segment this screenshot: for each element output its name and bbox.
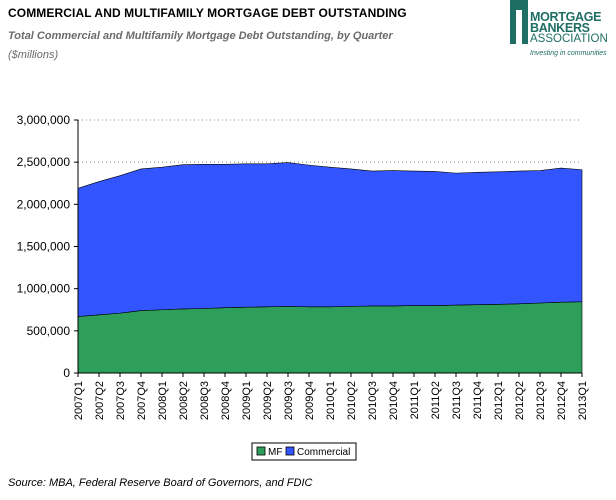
- x-tick-label: 2012Q3: [535, 381, 547, 420]
- x-tick-label: 2011Q2: [430, 381, 442, 419]
- x-tick-label: 2012Q1: [493, 381, 505, 420]
- x-tick-label: 2011Q1: [409, 381, 421, 419]
- y-tick-label: 0: [63, 366, 70, 380]
- y-tick-label: 2,000,000: [17, 197, 71, 211]
- legend-label-commercial: Commercial: [297, 447, 350, 458]
- x-tick-label: 2011Q4: [472, 381, 484, 419]
- units-label: ($millions): [8, 49, 59, 61]
- x-tick-label: 2008Q1: [157, 381, 169, 420]
- x-tick-label: 2010Q1: [325, 381, 337, 420]
- series-area-mf: [77, 301, 583, 374]
- legend-swatch-commercial: [285, 446, 295, 456]
- y-tick-label: 500,000: [27, 324, 71, 338]
- y-tick-label: 3,000,000: [17, 113, 71, 127]
- x-tick-label: 2008Q3: [199, 381, 211, 420]
- axis-layer: 0 500,000 1,000,000 1,500,000 2,000,000 2,500…: [17, 113, 589, 420]
- chart-title: COMMERCIAL AND MULTIFAMILY MORTGAGE DEBT…: [8, 6, 407, 20]
- x-tick-label: 2010Q4: [388, 381, 400, 420]
- mba-logo: MORTGAGE BANKERS ASSOCIATION Investing i…: [500, 0, 616, 62]
- x-tick-label: 2009Q4: [304, 381, 316, 420]
- logo-tagline: Investing in communities: [530, 50, 607, 57]
- x-tick-label: 2007Q3: [115, 381, 127, 420]
- y-tick-label: 1,000,000: [17, 282, 71, 296]
- logo-line-3: ASSOCIATION: [530, 33, 608, 45]
- series-area-commercial: [77, 162, 583, 317]
- legend: MF Commercial: [251, 442, 357, 461]
- x-tick-label: 2009Q1: [241, 381, 253, 420]
- area-layer: [77, 162, 583, 374]
- x-tick-label: 2009Q2: [262, 381, 274, 420]
- source-note: Source: MBA, Federal Reserve Board of Go…: [8, 477, 313, 489]
- x-tick-label: 2008Q2: [178, 381, 190, 420]
- legend-label-mf: MF: [268, 447, 282, 458]
- legend-swatch-mf: [256, 446, 266, 456]
- x-tick-label: 2007Q2: [94, 381, 106, 420]
- x-tick-label: 2007Q4: [136, 381, 148, 420]
- x-tick-label: 2010Q2: [346, 381, 358, 420]
- y-tick-label: 2,500,000: [17, 155, 71, 169]
- x-tick-label: 2009Q3: [283, 381, 295, 420]
- area-chart: 0 500,000 1,000,000 1,500,000 2,000,000 2,500…: [17, 113, 589, 461]
- chart-subtitle: Total Commercial and Multifamily Mortgag…: [8, 30, 393, 42]
- x-tick-label: 2007Q1: [73, 381, 85, 420]
- x-tick-label: 2012Q2: [514, 381, 526, 420]
- x-tick-label: 2010Q3: [367, 381, 379, 420]
- logo-line-2: BANKERS: [530, 21, 590, 35]
- mba-logo-mark-icon: [510, 0, 528, 44]
- logo-line-1: MORTGAGE: [530, 10, 602, 24]
- legend-box: [251, 442, 357, 461]
- x-tick-label: 2012Q4: [556, 381, 568, 420]
- mba-logo-text: MORTGAGE BANKERS ASSOCIATION: [530, 10, 608, 45]
- x-tick-label: 2008Q4: [220, 381, 232, 420]
- x-tick-label: 2013Q1: [577, 381, 589, 420]
- y-tick-label: 1,500,000: [17, 240, 71, 254]
- x-tick-label: 2011Q3: [451, 381, 463, 419]
